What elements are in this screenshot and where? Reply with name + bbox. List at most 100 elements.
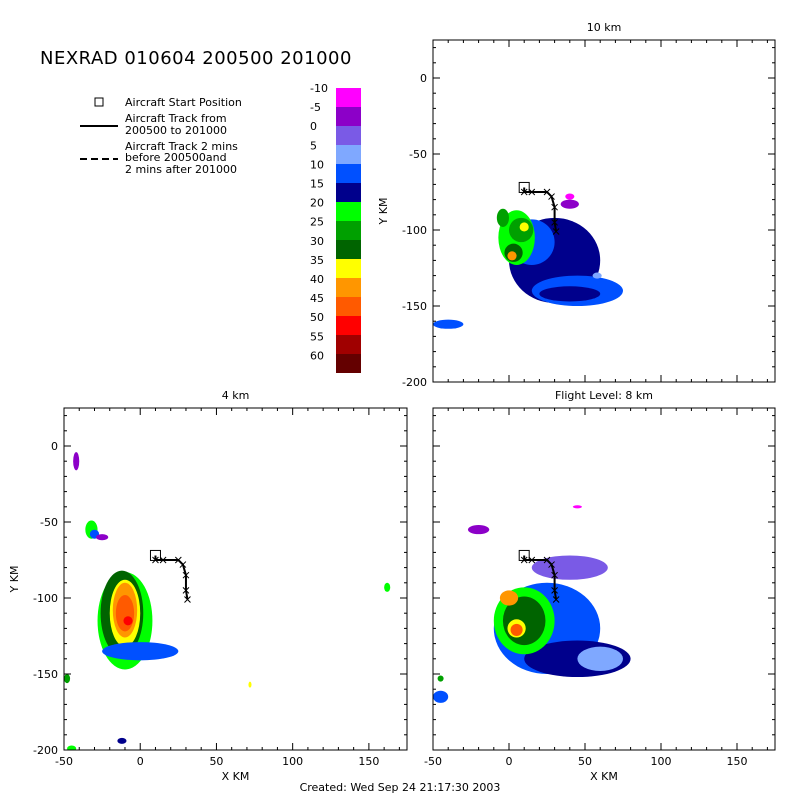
reflectivity-patch xyxy=(592,272,602,279)
legend-dashed-label-3: 2 mins after 201000 xyxy=(125,163,237,176)
track-point-marker xyxy=(182,587,190,594)
colorbar-swatch xyxy=(336,164,361,183)
y-tick-label: 0 xyxy=(420,72,427,85)
panel-title: 4 km xyxy=(222,389,250,402)
x-tick-label: 0 xyxy=(137,755,144,768)
x-tick-label: 150 xyxy=(727,755,748,768)
y-tick-label: -200 xyxy=(402,376,427,389)
track-point-marker xyxy=(159,556,167,564)
reflectivity-patch xyxy=(248,681,252,688)
track-point-marker xyxy=(548,561,555,568)
created-footer: Created: Wed Sep 24 21:17:30 2003 xyxy=(300,781,501,794)
reflectivity-patch xyxy=(467,525,490,535)
legend-solid-label-2: 200500 to 201000 xyxy=(125,124,227,137)
legend-dashed-label-2: before 200500and xyxy=(125,151,227,164)
reflectivity-patch xyxy=(123,616,133,626)
colorbar-swatch xyxy=(336,354,361,373)
track-point-marker xyxy=(551,571,558,579)
reflectivity-patch xyxy=(572,505,582,509)
panel-flight-level: Flight Level: 8 km -50 0 50 100 150 X KM xyxy=(424,389,776,783)
plot-frame xyxy=(63,407,408,751)
x-tick-label: 100 xyxy=(651,755,672,768)
reflectivity-patch xyxy=(115,594,135,632)
colorbar-swatch xyxy=(336,316,361,335)
reflectivity-patch xyxy=(73,452,80,471)
x-tick-label: 150 xyxy=(358,755,379,768)
colorbar-swatch xyxy=(336,145,361,164)
aircraft-start-marker xyxy=(149,549,161,561)
y-tick-label: -50 xyxy=(409,148,427,161)
x-tick-label: 50 xyxy=(578,755,592,768)
panel-10km: 10 km 0 -50 -100 -150 -200 Y KM xyxy=(377,21,776,389)
y-tick-label: -50 xyxy=(40,516,58,529)
colorbar-level-label: 45 xyxy=(310,292,324,305)
reflectivity-patch xyxy=(64,674,71,684)
y-tick-label: 0 xyxy=(51,440,58,453)
y-axis-label: Y KM xyxy=(8,566,21,594)
reflectivity-patch xyxy=(433,690,449,703)
colorbar-level-label: 35 xyxy=(310,254,324,267)
colorbar-level-label: 25 xyxy=(310,216,324,229)
track-point-marker xyxy=(184,596,191,603)
track-point-marker xyxy=(179,561,187,568)
plot-frame xyxy=(432,39,776,383)
colorbar-level-label: 60 xyxy=(310,349,324,362)
legend-solid-label-1: Aircraft Track from xyxy=(125,112,227,125)
colorbar-swatch xyxy=(336,88,361,107)
reflectivity-patch xyxy=(437,675,444,682)
legend-dashed-label-1: Aircraft Track 2 mins xyxy=(125,140,238,153)
colorbar-swatch xyxy=(336,259,361,278)
colorbar-level-label: -10 xyxy=(310,82,328,95)
colorbar-level-label: 30 xyxy=(310,235,324,248)
reflectivity-patch xyxy=(499,590,519,606)
aircraft-start-marker xyxy=(518,549,530,561)
reflectivity-patch xyxy=(102,642,179,661)
x-axis-label: X KM xyxy=(222,770,250,783)
reflectivity-patch xyxy=(560,199,579,209)
reflectivity-patch xyxy=(531,555,608,580)
reflectivity-patch xyxy=(67,745,77,750)
reflectivity-patch xyxy=(510,623,523,636)
colorbar-level-label: 50 xyxy=(310,311,324,324)
colorbar-swatch xyxy=(336,240,361,259)
colorbar-level-label: 10 xyxy=(310,158,324,171)
x-tick-label: -50 xyxy=(55,755,73,768)
colorbar-swatch xyxy=(336,126,361,145)
track-point-marker xyxy=(551,203,558,211)
panel-4km: 4 km -50 0 50 100 150 0 -50 -100 -150 -200 X KM Y KM xyxy=(8,389,408,783)
x-tick-label: 0 xyxy=(506,755,513,768)
track-point-marker xyxy=(548,193,555,200)
reflectivity-patch xyxy=(519,222,529,232)
track-point-marker xyxy=(551,219,558,226)
y-tick-label: -100 xyxy=(33,592,58,605)
track-point-marker xyxy=(551,587,558,594)
legend: Aircraft Start Position Aircraft Track f… xyxy=(80,96,242,176)
x-tick-label: 50 xyxy=(209,755,223,768)
y-axis-label: Y KM xyxy=(377,198,390,226)
start-marker-legend-icon xyxy=(94,97,104,107)
y-tick-label: -100 xyxy=(402,224,427,237)
legend-start-label: Aircraft Start Position xyxy=(125,96,242,109)
reflectivity-patch xyxy=(565,193,575,200)
reflectivity-patch xyxy=(507,251,517,261)
aircraft-track xyxy=(154,555,189,600)
x-axis-label: X KM xyxy=(590,770,618,783)
reflectivity-patch xyxy=(539,286,601,302)
track-point-marker xyxy=(528,188,536,196)
colorbar-level-label: 0 xyxy=(310,120,317,133)
y-tick-label: -150 xyxy=(402,300,427,313)
reflectivity-patch xyxy=(496,208,510,227)
colorbar-swatch xyxy=(336,107,361,126)
track-point-marker xyxy=(528,556,536,564)
colorbar-level-label: 55 xyxy=(310,330,324,343)
chart-title: NEXRAD 010604 200500 201000 xyxy=(40,48,352,69)
colorbar-swatch xyxy=(336,297,361,316)
colorbar-swatch xyxy=(336,335,361,354)
colorbar: -10 -5 0 5 10 15 20 25 30 35 40 45 50 55 60 xyxy=(310,82,361,373)
colorbar-swatch xyxy=(336,221,361,240)
reflectivity-patch xyxy=(117,737,127,744)
track-point-marker xyxy=(552,596,560,603)
track-point-marker xyxy=(552,228,560,235)
panel-title: Flight Level: 8 km xyxy=(555,389,653,402)
